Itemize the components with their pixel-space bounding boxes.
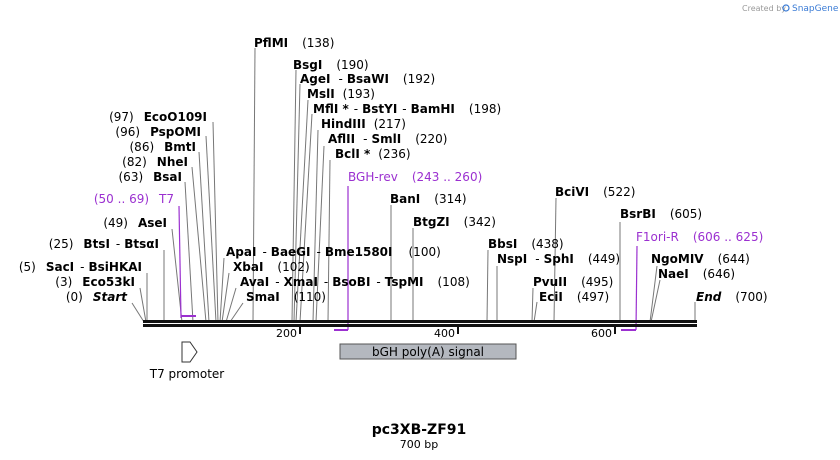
site-eco0109i[interactable]: (97) EcoO109I xyxy=(109,110,207,124)
site-nhei[interactable]: (82) NheI xyxy=(122,155,188,169)
site-ecii[interactable]: EciI (497) xyxy=(539,290,609,304)
primer-t7-label[interactable]: (50 .. 69) T7 xyxy=(94,192,174,206)
site-pfimi[interactable]: PflMI (138) xyxy=(254,36,334,50)
t7-promoter-label: T7 promoter xyxy=(149,367,225,381)
site-bmti[interactable]: (86) BmtI xyxy=(130,140,197,154)
t7-promoter-arrow[interactable] xyxy=(181,341,198,363)
primer-bgh-rev-label[interactable]: BGH-rev (243 .. 260) xyxy=(348,170,482,184)
site-agei[interactable]: AgeI - BsaWI (192) xyxy=(300,72,435,86)
primer-labels: (50 .. 69) T7 BGH-rev (243 .. 260) F1ori-R… xyxy=(94,170,763,244)
site-psppomi[interactable]: (96) PspOMI xyxy=(115,125,201,139)
ruler: 200 400 600 xyxy=(276,327,616,340)
site-xbai[interactable]: XbaI (102) xyxy=(233,260,310,274)
site-aflii[interactable]: AflII - SmlI (220) xyxy=(328,132,447,146)
site-labels-top: PflMI (138) BsgI (190) AgeI - BsaWI (192) Msl… xyxy=(254,36,768,304)
site-end: End (700) xyxy=(696,290,768,304)
site-start: (0) Start xyxy=(66,290,128,304)
site-labels-middle: ApaI - BaeGI - Bme1580I (100) XbaI (102) AvaI -… xyxy=(226,245,470,304)
site-btgzi[interactable]: BtgZI (342) xyxy=(413,215,496,229)
primer-f1ori-r-label[interactable]: F1ori-R (606 .. 625) xyxy=(636,230,763,244)
site-ngomiv[interactable]: NgoMIV (644) xyxy=(651,252,750,266)
ruler-tick-400: 400 xyxy=(434,327,455,340)
site-leader-lines xyxy=(131,47,696,323)
primer-markers xyxy=(181,315,636,331)
backbone xyxy=(143,320,697,327)
feature-t7-promoter[interactable]: T7 promoter xyxy=(149,341,225,381)
ruler-tick-600: 600 xyxy=(591,327,612,340)
site-eco53ki[interactable]: (3) Eco53kI xyxy=(55,275,135,289)
feature-bgh-polya[interactable]: bGH poly(A) signal xyxy=(339,343,517,360)
plasmid-name: pc3XB-ZF91 xyxy=(372,422,467,438)
site-apai[interactable]: ApaI - BaeGI - Bme1580I (100) xyxy=(226,245,441,259)
primer-leader-lines xyxy=(178,186,638,331)
bgh-polya-label: bGH poly(A) signal xyxy=(372,345,484,359)
bgh-polya-box[interactable] xyxy=(339,343,517,360)
plasmid-length: 700 bp xyxy=(400,438,438,451)
snapgene-logo-icon xyxy=(782,4,790,12)
site-hindiii[interactable]: HindIII (217) xyxy=(321,117,406,131)
ruler-tick-200: 200 xyxy=(276,327,297,340)
site-mfli[interactable]: MflI * - BstYI - BamHI (198) xyxy=(313,102,501,116)
site-bsai[interactable]: (63) BsaI xyxy=(119,170,183,184)
site-saci[interactable]: (5) SacI - BsiHKAI xyxy=(19,260,142,274)
site-pvuii[interactable]: PvuII (495) xyxy=(533,275,613,289)
site-bsgi[interactable]: BsgI (190) xyxy=(293,58,369,72)
site-msli[interactable]: MslI (193) xyxy=(307,87,375,101)
site-asei[interactable]: (49) AseI xyxy=(103,216,167,230)
site-btsi[interactable]: (25) BtsI - BtsαI xyxy=(49,237,159,251)
site-smai[interactable]: SmaI (110) xyxy=(246,290,326,304)
site-naei[interactable]: NaeI (646) xyxy=(658,267,735,281)
site-avai[interactable]: AvaI - XmaI - BsoBI - TspMI (108) xyxy=(240,275,470,289)
watermark-prefix: Created by xyxy=(742,4,786,13)
snapgene-logo-text: SnapGene xyxy=(792,4,839,14)
site-bcli[interactable]: BclI * (236) xyxy=(335,147,411,161)
site-bani[interactable]: BanI (314) xyxy=(390,192,467,206)
site-bsrbi[interactable]: BsrBI (605) xyxy=(620,207,702,221)
site-nspi[interactable]: NspI - SphI (449) xyxy=(497,252,620,266)
site-bbsi[interactable]: BbsI (438) xyxy=(488,237,564,251)
site-bcivi[interactable]: BciVI (522) xyxy=(555,185,635,199)
site-labels-left: (97) EcoO109I (96) PspOMI (86) BmtI (82) Nhe… xyxy=(19,110,207,304)
